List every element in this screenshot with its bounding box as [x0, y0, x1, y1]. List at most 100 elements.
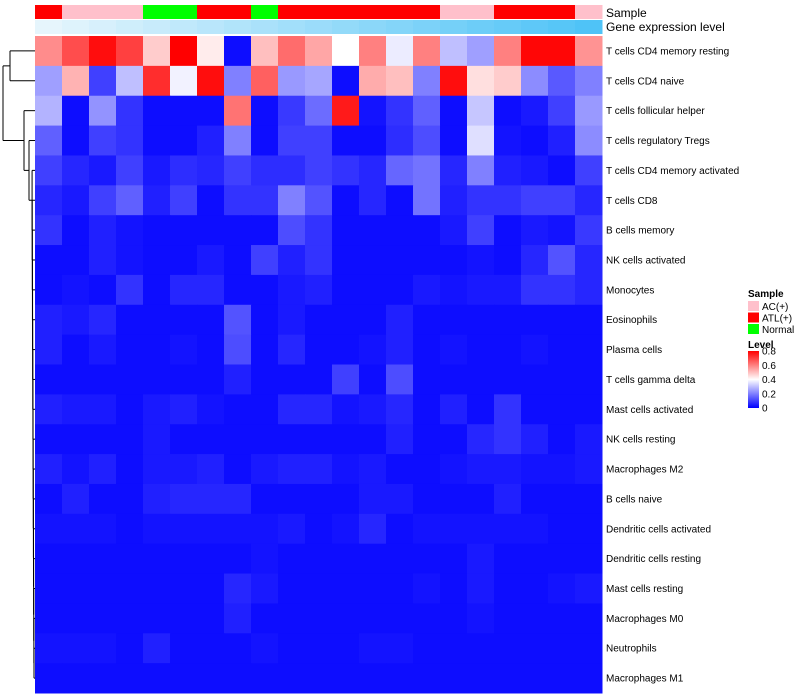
heatmap-cell — [251, 633, 279, 664]
heatmap-cell — [467, 125, 495, 156]
heatmap-cell — [89, 36, 117, 67]
heatmap-cell — [521, 185, 549, 216]
heatmap-cell — [251, 513, 279, 545]
heatmap-cell — [305, 513, 333, 545]
heatmap-cell — [305, 215, 333, 246]
heatmap-cell — [143, 394, 171, 425]
row-label: T cells gamma delta — [606, 375, 696, 386]
heatmap-cell — [575, 424, 603, 455]
heatmap-cell — [494, 36, 522, 67]
heatmap-cell — [143, 155, 171, 186]
heatmap-cell — [170, 364, 198, 395]
heatmap-cell — [170, 36, 198, 67]
heatmap-cell — [143, 603, 171, 634]
heatmap-cell — [467, 513, 495, 545]
heatmap-cell — [224, 454, 252, 485]
heatmap-cell — [494, 633, 522, 664]
heatmap-cell — [359, 394, 387, 425]
heatmap-cell — [359, 513, 387, 545]
heatmap-cell — [197, 274, 225, 306]
heatmap-cell — [197, 424, 225, 455]
expression-annotation-cell — [359, 20, 387, 34]
heatmap-cell — [521, 633, 549, 664]
heatmap-cell — [359, 36, 387, 67]
heatmap-cell — [359, 633, 387, 664]
heatmap-cell — [251, 663, 279, 694]
heatmap-cell — [332, 245, 360, 276]
heatmap-cell — [197, 36, 225, 67]
heatmap-cell — [197, 65, 225, 97]
heatmap-cell — [575, 155, 603, 186]
heatmap-cell — [143, 334, 171, 365]
heatmap-cell — [197, 364, 225, 395]
heatmap-cell — [575, 483, 603, 515]
heatmap-cell — [521, 663, 549, 694]
heatmap-cell — [116, 65, 144, 97]
heatmap-cell — [278, 125, 306, 156]
heatmap-cell — [359, 65, 387, 97]
heatmap-cell — [197, 513, 225, 545]
heatmap-cell — [278, 603, 306, 634]
sample-annotation-cell — [197, 5, 225, 19]
sample-annotation-cell — [305, 5, 333, 19]
heatmap-cell — [224, 663, 252, 694]
heatmap-cell — [116, 633, 144, 664]
heatmap-cell — [89, 155, 117, 186]
heatmap-cell — [251, 483, 279, 515]
heatmap-cell — [224, 394, 252, 425]
heatmap-cell — [197, 215, 225, 246]
heatmap-cell — [440, 573, 468, 604]
heatmap-cell — [332, 155, 360, 186]
heatmap-cell — [521, 513, 549, 545]
heatmap-cell — [170, 65, 198, 97]
heatmap-cell — [143, 633, 171, 664]
heatmap-cell — [35, 334, 63, 365]
heatmap-cell — [467, 573, 495, 604]
heatmap-cell — [116, 95, 144, 127]
heatmap-cell — [548, 573, 576, 604]
heatmap-cell — [494, 364, 522, 395]
heatmap-cell — [116, 125, 144, 156]
heatmap-cell — [440, 65, 468, 97]
heatmap-cell — [35, 603, 63, 634]
heatmap-cell — [386, 394, 414, 425]
heatmap-cell — [413, 424, 441, 455]
heatmap-cell — [116, 543, 144, 575]
heatmap-cell — [35, 36, 63, 67]
heatmap-cell — [224, 185, 252, 216]
heatmap-cell — [62, 454, 90, 485]
heatmap-cell — [224, 334, 252, 365]
expression-annotation-cell — [548, 20, 576, 34]
heatmap-cell — [278, 543, 306, 575]
heatmap-cell — [548, 394, 576, 425]
heatmap-cell — [548, 125, 576, 156]
heatmap-cell — [467, 95, 495, 127]
heatmap-cell — [224, 633, 252, 664]
heatmap-cell — [359, 364, 387, 395]
heatmap-cell — [440, 185, 468, 216]
heatmap-cell — [467, 334, 495, 365]
heatmap-cell — [143, 483, 171, 515]
sample-annotation-cell — [467, 5, 495, 19]
heatmap-cell — [251, 274, 279, 306]
heatmap-cell — [440, 155, 468, 186]
heatmap-cell — [467, 483, 495, 515]
heatmap-cell — [62, 36, 90, 67]
heatmap-cell — [62, 513, 90, 545]
row-label: NK cells activated — [606, 255, 685, 266]
sample-legend-items: AC(+)ATL(+)Normal — [748, 301, 794, 336]
heatmap-cell — [170, 274, 198, 306]
heatmap-cell — [305, 543, 333, 575]
heatmap-cell — [440, 543, 468, 575]
heatmap-cell — [35, 274, 63, 306]
heatmap-cell — [35, 155, 63, 186]
sample-legend-swatch — [748, 324, 759, 334]
heatmap-cell — [440, 36, 468, 67]
heatmap-cell — [521, 65, 549, 97]
row-label: Macrophages M1 — [606, 674, 684, 685]
sample-legend-swatch — [748, 312, 759, 323]
heatmap-cell — [35, 424, 63, 455]
heatmap-cell — [386, 215, 414, 246]
sample-annotation-cell — [548, 5, 576, 19]
heatmap-cell — [224, 603, 252, 634]
